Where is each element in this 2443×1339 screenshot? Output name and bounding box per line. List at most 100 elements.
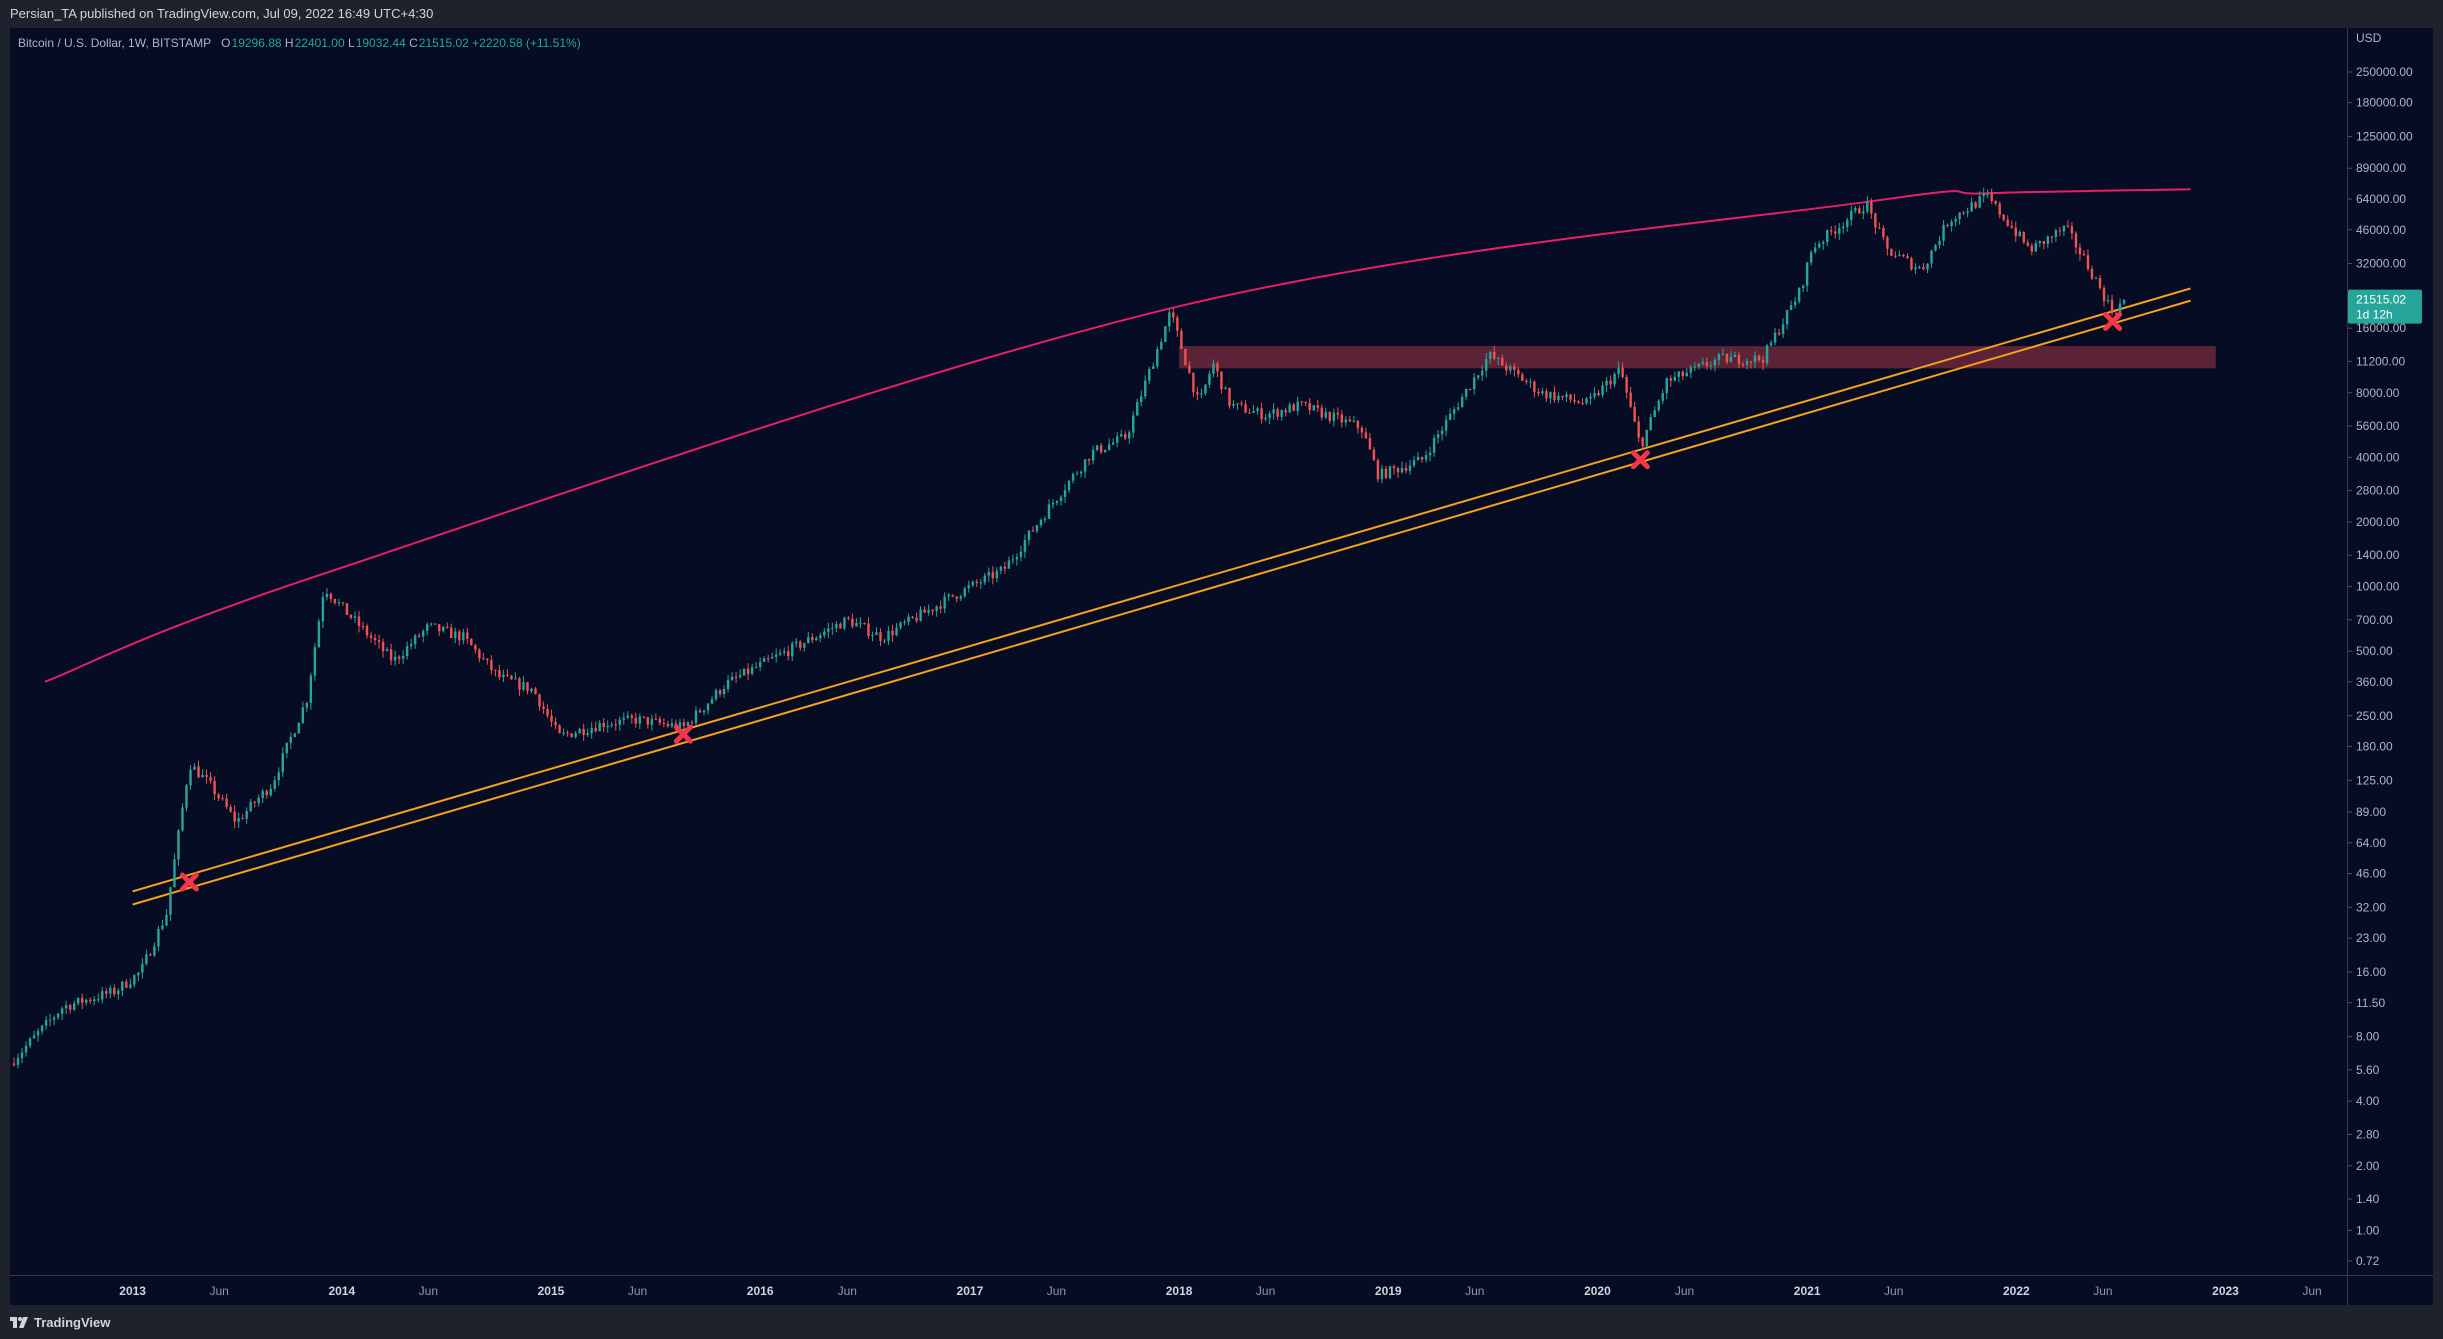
candle: [730, 672, 734, 681]
candle: [1870, 198, 1873, 219]
candle-body: [257, 797, 260, 804]
candle-body: [1164, 326, 1167, 342]
candle-body: [1007, 560, 1011, 569]
candle-body: [377, 640, 381, 642]
candle-body: [361, 625, 365, 627]
candle-body: [237, 818, 240, 822]
candle: [1902, 253, 1905, 258]
high-value: 22401.00: [294, 36, 345, 50]
candle-body: [1517, 369, 1520, 375]
candle: [490, 655, 493, 675]
candle: [1172, 308, 1175, 323]
price-tick-label: 250000.00: [2356, 65, 2413, 79]
price-tick-label: 23.00: [2356, 931, 2386, 945]
candle: [1340, 410, 1344, 428]
candle-body: [313, 647, 317, 676]
candle-body: [995, 570, 999, 579]
candle-body: [1685, 372, 1689, 377]
candle-body: [554, 721, 557, 726]
candle-body: [502, 674, 505, 678]
candle: [109, 985, 112, 999]
low-value: 19032.44: [355, 36, 406, 50]
candle-body: [478, 649, 481, 659]
candle: [1826, 229, 1829, 247]
candle: [1308, 398, 1311, 415]
candle: [321, 592, 325, 628]
candle: [1809, 250, 1813, 266]
candle-body: [955, 596, 958, 599]
candle: [1300, 401, 1303, 407]
candle-body: [602, 722, 605, 728]
price-tick-label: 180.00: [2356, 739, 2393, 753]
candle: [1557, 392, 1560, 404]
candle: [618, 716, 621, 731]
axis-corner: [2347, 1275, 2433, 1305]
candle-body: [907, 616, 910, 623]
candle: [1617, 361, 1620, 379]
price-chart[interactable]: [10, 28, 2347, 1275]
candle: [1236, 403, 1239, 410]
price-axis[interactable]: USD 250000.00 180000.00 125000.00 89000.00 64…: [2347, 28, 2433, 1275]
candle-body: [574, 733, 577, 738]
candle-body: [24, 1045, 28, 1053]
candle-body: [1368, 438, 1372, 450]
candle-body: [1854, 208, 1857, 211]
candle-body: [1813, 247, 1817, 253]
chart-pane[interactable]: Bitcoin / U.S. Dollar, 1W, BITSTAMP O192…: [10, 28, 2347, 1275]
candle-body: [1172, 312, 1175, 318]
candle: [165, 909, 168, 927]
candle: [1128, 429, 1131, 444]
candle: [718, 688, 722, 697]
candle: [2090, 265, 2094, 281]
candle: [1834, 225, 1837, 239]
candle-body: [1553, 392, 1556, 401]
candle: [1789, 300, 1793, 311]
candle-body: [1789, 305, 1793, 311]
publish-line: Persian_TA published on TradingView.com,…: [10, 6, 434, 21]
price-tick-label: 46000.00: [2356, 223, 2406, 237]
candle: [1533, 380, 1536, 398]
tradingview-logo[interactable]: TradingView: [10, 1314, 110, 1330]
candle: [947, 592, 950, 602]
candle: [590, 722, 593, 739]
candle: [153, 942, 156, 958]
candle-body: [698, 710, 702, 713]
candle: [1212, 359, 1215, 378]
candle-body: [1737, 355, 1741, 365]
candle: [606, 720, 609, 733]
candle: [1878, 222, 1881, 230]
ohlc-values: O19296.88 H22401.00 L19032.44 C21515.02 …: [221, 36, 581, 50]
candle: [1400, 461, 1404, 475]
candle-body: [795, 641, 798, 644]
candle: [169, 887, 172, 921]
candle-body: [566, 732, 569, 734]
candle: [1115, 431, 1119, 448]
time-tick-label: 2016: [747, 1284, 774, 1298]
candle-body: [1597, 392, 1600, 396]
candle: [89, 997, 92, 1004]
candle-body: [1248, 412, 1251, 414]
candle: [1757, 354, 1761, 363]
candle: [121, 980, 124, 997]
time-axis[interactable]: 2013 Jun 2014 Jun 2015 Jun 2016 Jun 2017 Jun 2018 J…: [10, 1275, 2347, 1305]
candle-body: [498, 670, 501, 678]
candle-body: [309, 675, 313, 703]
candle: [1144, 375, 1147, 399]
candle-body: [1725, 354, 1729, 363]
touch-marker-stroke: [673, 724, 693, 744]
candle-body: [1220, 371, 1223, 390]
candle-body: [618, 719, 621, 725]
candle-body: [482, 658, 485, 660]
candle-body: [943, 596, 946, 609]
candle: [76, 997, 80, 1006]
candle: [839, 622, 842, 629]
candle: [815, 636, 818, 641]
candle-body: [1958, 212, 1961, 220]
candle: [542, 701, 545, 714]
candle-body: [1757, 355, 1761, 361]
price-tick-label: 11200.00: [2356, 354, 2405, 368]
candle: [101, 987, 104, 1004]
candle: [931, 609, 934, 616]
candle: [1910, 256, 1913, 271]
candle-body: [2118, 303, 2122, 314]
